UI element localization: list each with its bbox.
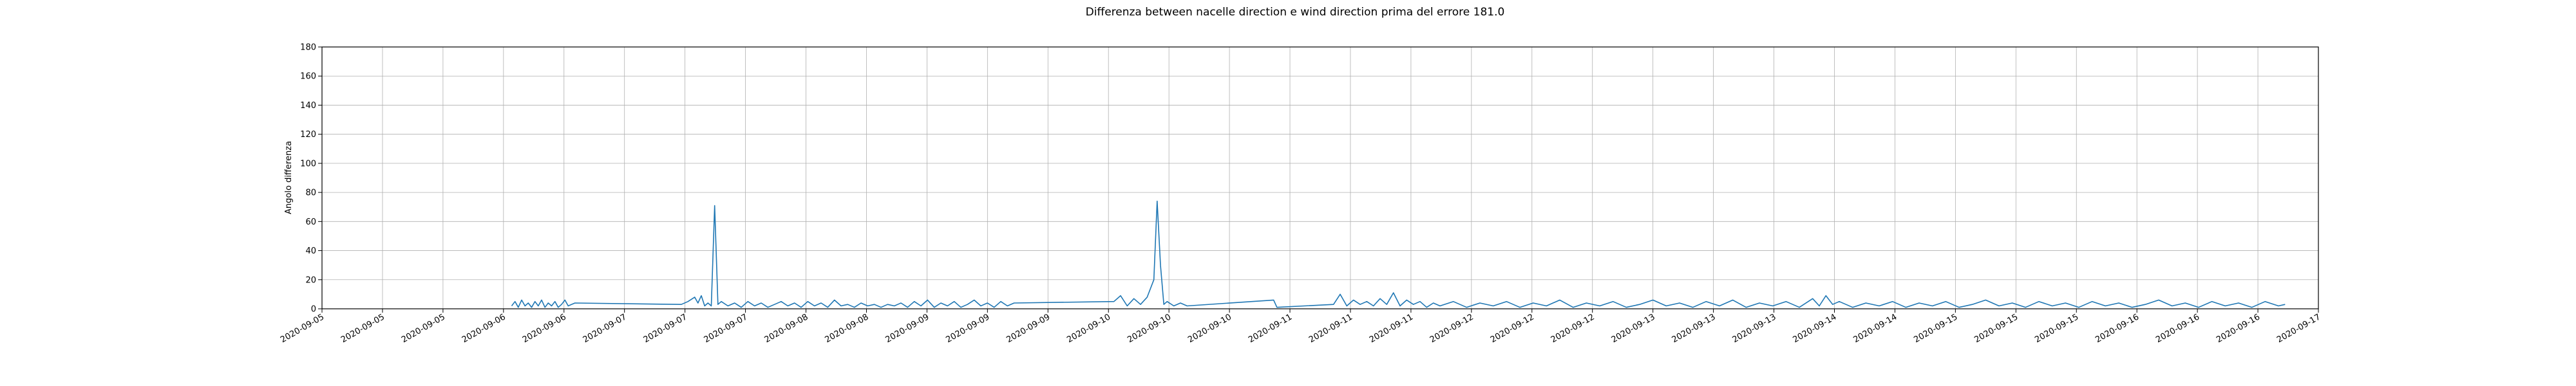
- x-tick-label: 2020-09-09: [944, 312, 991, 345]
- y-tick-label: 180: [300, 43, 316, 53]
- y-tick-label: 60: [305, 217, 316, 227]
- chart-title: Differenza between nacelle direction e w…: [1086, 6, 1505, 19]
- x-tick-label: 2020-09-09: [884, 312, 931, 345]
- y-tick-label: 80: [305, 188, 316, 198]
- x-tick-label: 2020-09-14: [1852, 312, 1899, 345]
- x-tick-label: 2020-09-15: [1973, 312, 2020, 345]
- x-tick-label: 2020-09-11: [1307, 312, 1354, 345]
- x-tick-label: 2020-09-15: [2033, 312, 2080, 345]
- x-tick-label: 2020-09-12: [1428, 312, 1475, 345]
- x-tick-label: 2020-09-07: [582, 312, 629, 345]
- x-tick-label: 2020-09-09: [1005, 312, 1052, 345]
- x-tick-label: 2020-09-16: [2215, 312, 2262, 345]
- x-tick-label: 2020-09-12: [1549, 312, 1596, 345]
- y-tick-label: 0: [311, 305, 316, 315]
- x-tick-label: 2020-09-08: [824, 312, 871, 345]
- x-tick-label: 2020-09-13: [1671, 312, 1718, 345]
- x-tick-label: 2020-09-06: [521, 312, 568, 345]
- y-tick-label: 140: [300, 101, 316, 111]
- x-tick-label: 2020-09-13: [1731, 312, 1778, 345]
- x-tick-label: 2020-09-11: [1247, 312, 1294, 345]
- y-axis-label: Angolo differenza: [284, 141, 294, 214]
- x-tick-label: 2020-09-08: [763, 312, 810, 345]
- x-tick-label: 2020-09-05: [400, 312, 447, 345]
- x-tick-label: 2020-09-10: [1065, 312, 1112, 345]
- x-tick-label: 2020-09-16: [2094, 312, 2141, 345]
- grid-lines: [321, 46, 2319, 309]
- x-tick-label: 2020-09-13: [1610, 312, 1657, 345]
- x-tick-label: 2020-09-15: [1912, 312, 1959, 345]
- x-tick-label: 2020-09-06: [460, 312, 507, 345]
- y-tick-label: 160: [300, 72, 316, 82]
- y-tick-label: 120: [300, 130, 316, 140]
- plot-frame: [321, 46, 2319, 309]
- y-tick-label: 20: [305, 275, 316, 285]
- x-tick-label: 2020-09-16: [2154, 312, 2201, 345]
- x-tick-label: 2020-09-14: [1792, 312, 1839, 345]
- x-tick-label: 2020-09-05: [339, 312, 386, 345]
- x-axis-ticks: 2020-09-05 2020-09-05 2020-09-05 2020-09-06…: [279, 309, 2322, 345]
- y-axis-ticks: 0 20 40 60 80 100 120 140 160 180: [300, 43, 322, 315]
- x-tick-label: 2020-09-05: [279, 312, 326, 345]
- x-tick-label: 2020-09-11: [1368, 312, 1415, 345]
- x-tick-label: 2020-09-17: [2275, 312, 2322, 345]
- series-line: [511, 200, 2286, 308]
- y-tick-label: 40: [305, 246, 316, 256]
- x-tick-label: 2020-09-10: [1126, 312, 1173, 345]
- x-tick-label: 2020-09-07: [703, 312, 750, 345]
- x-tick-label: 2020-09-10: [1186, 312, 1233, 345]
- y-tick-label: 100: [300, 159, 316, 169]
- x-tick-label: 2020-09-12: [1489, 312, 1536, 345]
- x-tick-label: 2020-09-07: [642, 312, 689, 345]
